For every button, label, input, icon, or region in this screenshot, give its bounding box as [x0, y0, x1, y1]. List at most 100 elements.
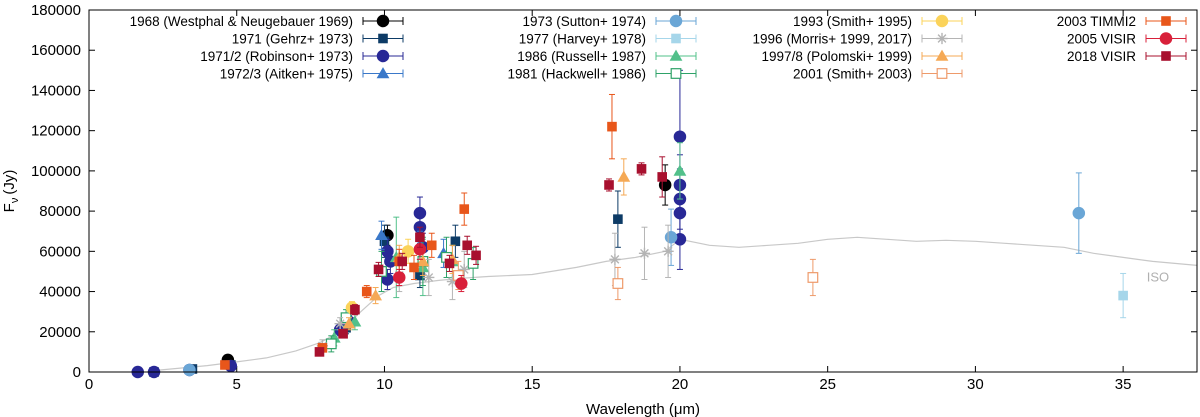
data-point: [183, 363, 196, 377]
legend-item: 2001 (Smith+ 2003): [793, 67, 963, 82]
data-point: [314, 347, 325, 357]
y-tick-label: 40000: [39, 284, 81, 301]
x-tick-label: 0: [85, 376, 93, 393]
legend-label: 2018 VISIR: [1067, 49, 1136, 64]
y-axis-label-subscript: ν: [9, 197, 21, 203]
legend-item: 1971/2 (Robinson+ 1973): [200, 49, 404, 64]
data-point: [459, 204, 470, 214]
y-tick-labels: 0 20000 40000 60000 80000 100000 120000 140000 1…: [31, 2, 81, 381]
data-point: [1118, 290, 1128, 301]
data-point: [342, 317, 356, 329]
legend-item: 2018 VISIR: [1067, 49, 1187, 64]
data-point: [426, 240, 437, 251]
legend-item: 1986 (Russell+ 1987): [517, 49, 697, 64]
legend-item: 1972/3 (Aitken+ 1975): [220, 67, 404, 82]
plot-frame: [88, 9, 1198, 373]
legend-label: 1971 (Gehrz+ 1973): [232, 32, 353, 47]
y-axis-label: Fν (Jy): [1, 170, 21, 213]
legend-item: 1981 (Hackwell+ 1986): [508, 67, 697, 82]
legend-label: 1993 (Smith+ 1995): [793, 14, 912, 29]
data-point: [609, 253, 621, 265]
data-point: [444, 258, 455, 269]
data-point: [471, 250, 481, 261]
data-point: [361, 286, 372, 297]
data-point: [373, 264, 384, 275]
data-point: [607, 121, 617, 132]
y-tick-label: 120000: [31, 123, 81, 140]
series-group: [392, 238, 468, 293]
legend-item: 1977 (Harvey+ 1978): [519, 32, 697, 47]
y-axis-label-unit: (Jy): [1, 170, 18, 195]
y-tick-label: 160000: [31, 42, 81, 59]
data-point: [392, 271, 406, 284]
legend-item: 1993 (Smith+ 1995): [793, 14, 963, 29]
data-point: [369, 289, 383, 301]
data-point: [807, 272, 819, 283]
legend-marker: [1161, 51, 1171, 61]
y-tick-label: 180000: [31, 2, 81, 19]
data-point: [338, 328, 348, 339]
data-point: [375, 228, 388, 241]
data-point: [416, 254, 430, 267]
data-point: [334, 318, 346, 330]
legend-marker: [378, 33, 388, 44]
y-tick-label: 0: [73, 364, 81, 381]
data-point: [613, 214, 623, 224]
data-point: [617, 170, 631, 182]
legend-marker: [1159, 32, 1173, 45]
y-tick-label: 140000: [31, 82, 81, 99]
legend-label: 1968 (Westphal & Neugebauer 1969): [130, 14, 353, 29]
legend-label: 2003 TIMMI2: [1057, 14, 1136, 29]
series-group: [314, 156, 668, 357]
legend-item: 2003 TIMMI2: [1057, 14, 1187, 29]
legend-marker: [936, 32, 948, 45]
series-group: [131, 69, 687, 379]
data-point: [446, 275, 459, 288]
legend: 1968 (Westphal & Neugebauer 1969) 1971 (G…: [130, 14, 1187, 82]
series-group: [183, 172, 1086, 377]
legend-label: 1971/2 (Robinson+ 1973): [200, 49, 353, 64]
data-point: [415, 232, 425, 243]
data-point: [604, 180, 614, 190]
y-tick-label: 80000: [39, 203, 81, 220]
legend-item: 1997/8 (Polomski+ 1999): [762, 49, 963, 64]
x-tick-label: 10: [376, 376, 393, 393]
data-point: [450, 236, 461, 247]
legend-item: 2005 VISIR: [1067, 32, 1187, 47]
legend-label: 1997/8 (Polomski+ 1999): [762, 49, 912, 64]
data-point: [379, 236, 390, 247]
legend-marker: [670, 68, 682, 79]
iso-curve-label: ISO: [1147, 270, 1169, 285]
data-point: [401, 245, 415, 258]
data-points: [131, 69, 1128, 379]
data-point: [325, 338, 337, 350]
legend-label: 1986 (Russell+ 1987): [517, 49, 646, 64]
data-point: [636, 164, 647, 174]
y-axis-label-main: F: [1, 203, 18, 212]
data-point: [664, 230, 678, 244]
data-point: [409, 262, 419, 273]
x-tick-label: 35: [1115, 376, 1132, 393]
legend-label: 2005 VISIR: [1067, 32, 1136, 47]
legend-label: 2001 (Smith+ 2003): [793, 67, 912, 82]
legend-label: 1973 (Sutton+ 1974): [523, 14, 646, 29]
legend-label: 1981 (Hackwell+ 1986): [508, 67, 646, 82]
data-point: [673, 164, 687, 176]
x-tick-labels: 0 5 10 15 20 25 30 35: [85, 376, 1132, 393]
legend-item: 1968 (Westphal & Neugebauer 1969): [130, 14, 404, 29]
x-tick-label: 15: [524, 376, 541, 393]
legend-marker: [376, 49, 390, 63]
data-point: [458, 263, 470, 276]
data-point: [1072, 206, 1086, 220]
data-point: [397, 256, 407, 267]
legend-marker: [671, 33, 681, 44]
data-point: [455, 277, 468, 290]
legend-label: 1972/3 (Aitken+ 1975): [220, 67, 353, 82]
data-point: [612, 278, 624, 289]
legend-marker: [935, 49, 949, 61]
data-point: [662, 245, 674, 257]
legend-item: 1973 (Sutton+ 1974): [523, 14, 697, 29]
legend-item: 1996 (Morris+ 1999, 2017): [753, 32, 963, 47]
x-tick-label: 25: [819, 376, 836, 393]
legend-marker: [376, 67, 390, 79]
